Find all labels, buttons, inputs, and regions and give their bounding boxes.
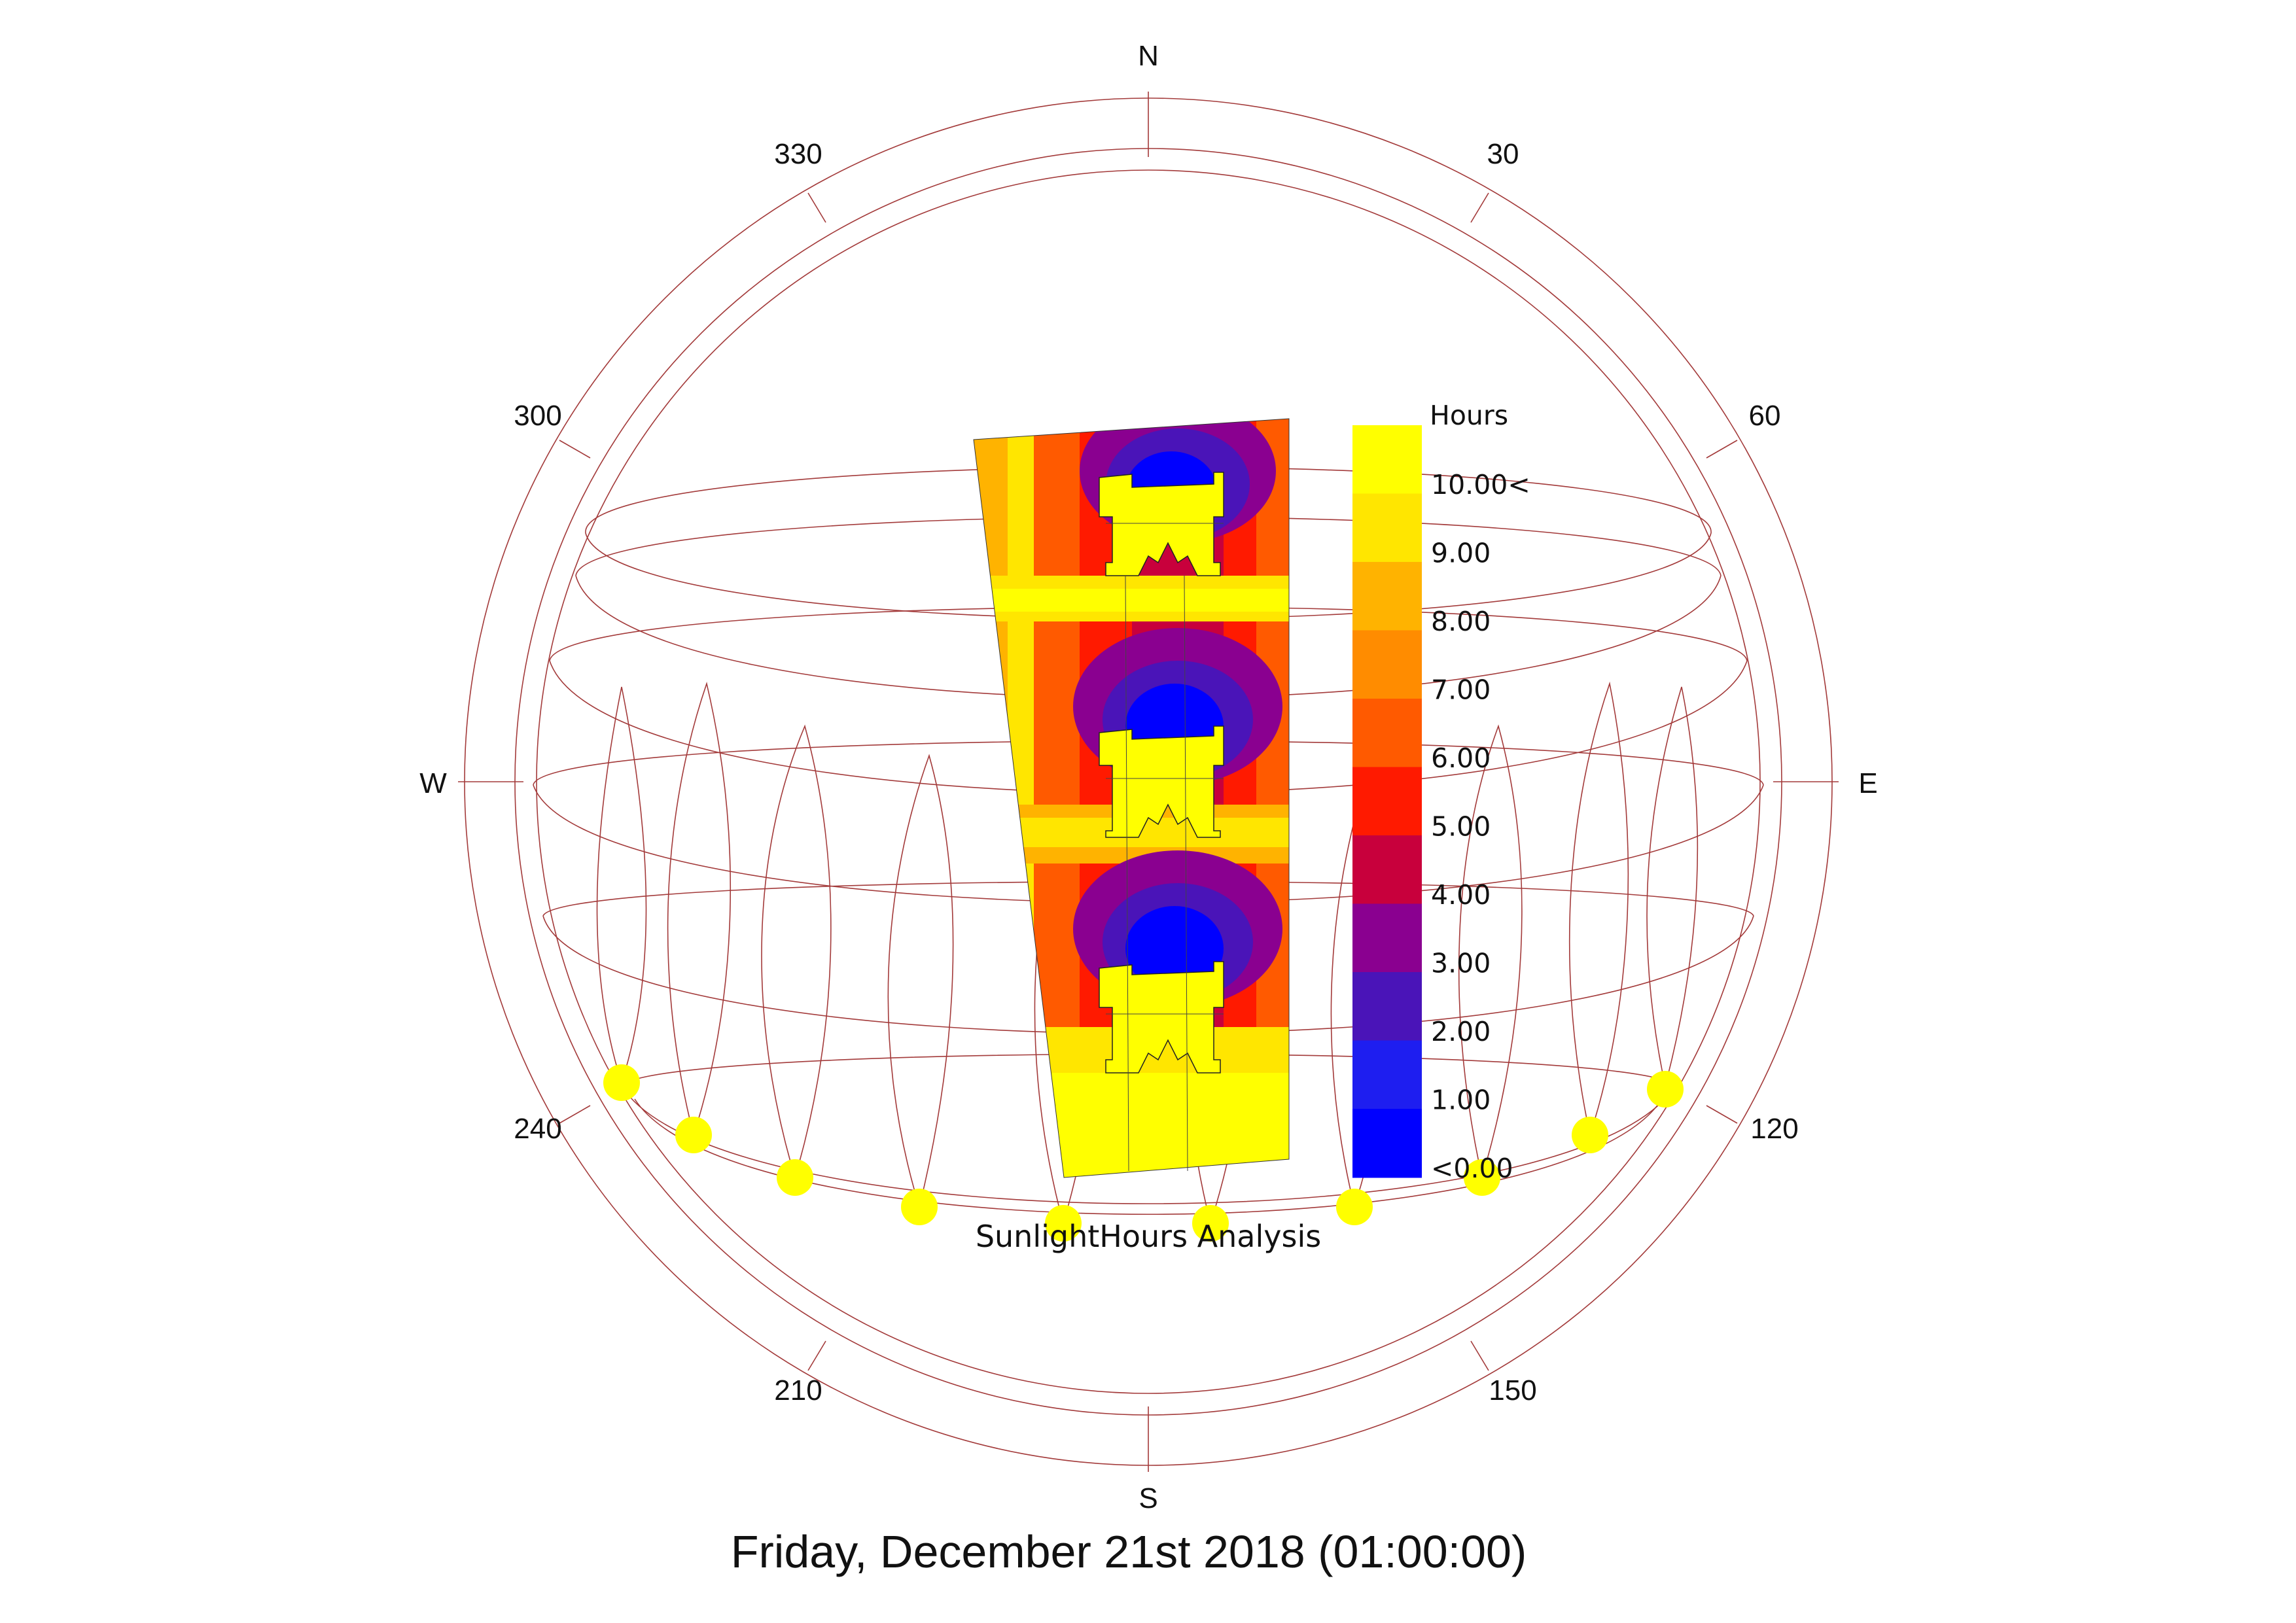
- compass-rings: [458, 92, 1839, 1472]
- bearing-150-label: 150: [1489, 1374, 1536, 1406]
- legend-label: 8.00: [1431, 606, 1491, 637]
- legend-title: Hours: [1430, 400, 1508, 431]
- legend-swatch: [1352, 630, 1422, 699]
- legend: Hours 10.00< 9.00 8.00 7.00 6.00 5.00 4.00 3.00…: [1352, 400, 1530, 1184]
- sun-marker: [675, 1117, 712, 1153]
- legend-label: 9.00: [1431, 538, 1491, 569]
- sun-position-markers: [603, 1064, 1684, 1242]
- west-label: W: [419, 767, 447, 799]
- bearing-210-label: 210: [774, 1374, 822, 1406]
- legend-swatch: [1352, 562, 1422, 631]
- legend-swatch: [1352, 1040, 1422, 1109]
- bearing-330-label: 330: [774, 138, 822, 170]
- analysis-label: SunlightHours Analysis: [976, 1219, 1321, 1254]
- sun-marker: [1045, 1205, 1082, 1242]
- legend-label: 1.00: [1431, 1085, 1491, 1116]
- legend-label: 10.00<: [1431, 469, 1530, 500]
- legend-swatch: [1352, 425, 1422, 495]
- bearing-300-label: 300: [514, 400, 561, 432]
- legend-labels: 10.00< 9.00 8.00 7.00 6.00 5.00 4.00 3.00 2.00 1.…: [1431, 469, 1530, 1184]
- sun-marker: [1572, 1117, 1608, 1153]
- compass-labels: N S E W 30 60 120 150 210 240 300 330: [419, 40, 1877, 1514]
- east-label: E: [1858, 767, 1877, 799]
- sun-marker: [1464, 1159, 1500, 1196]
- sun-marker: [1647, 1071, 1684, 1108]
- legend-swatch: [1352, 972, 1422, 1041]
- legend-label: 4.00: [1431, 879, 1491, 911]
- sun-marker: [1192, 1205, 1229, 1242]
- sun-marker: [777, 1159, 813, 1196]
- bearing-240-label: 240: [514, 1113, 561, 1145]
- legend-label: 5.00: [1431, 811, 1491, 843]
- bearing-60-label: 60: [1749, 400, 1781, 432]
- legend-color-bar: [1352, 425, 1422, 1178]
- north-label: N: [1138, 40, 1159, 72]
- legend-swatch: [1352, 699, 1422, 768]
- building-footprints: [1099, 472, 1224, 1073]
- sun-marker: [1336, 1189, 1373, 1225]
- legend-swatch: [1352, 1109, 1422, 1178]
- legend-swatch: [1352, 835, 1422, 905]
- legend-label: <0.00: [1431, 1153, 1513, 1184]
- analysis-grid: [973, 418, 1290, 1178]
- sun-marker: [901, 1189, 938, 1225]
- date-title: Friday, December 21st 2018 (01:00:00): [731, 1526, 1527, 1577]
- bearing-120-label: 120: [1750, 1113, 1798, 1145]
- south-label: S: [1139, 1482, 1157, 1514]
- legend-swatch: [1352, 903, 1422, 973]
- legend-label: 3.00: [1431, 948, 1491, 979]
- bearing-30-label: 30: [1487, 138, 1519, 170]
- legend-label: 6.00: [1431, 742, 1491, 774]
- legend-swatch: [1352, 493, 1422, 563]
- legend-label: 7.00: [1431, 674, 1491, 706]
- legend-label: 2.00: [1431, 1016, 1491, 1047]
- legend-swatch: [1352, 767, 1422, 836]
- sun-marker: [603, 1064, 640, 1101]
